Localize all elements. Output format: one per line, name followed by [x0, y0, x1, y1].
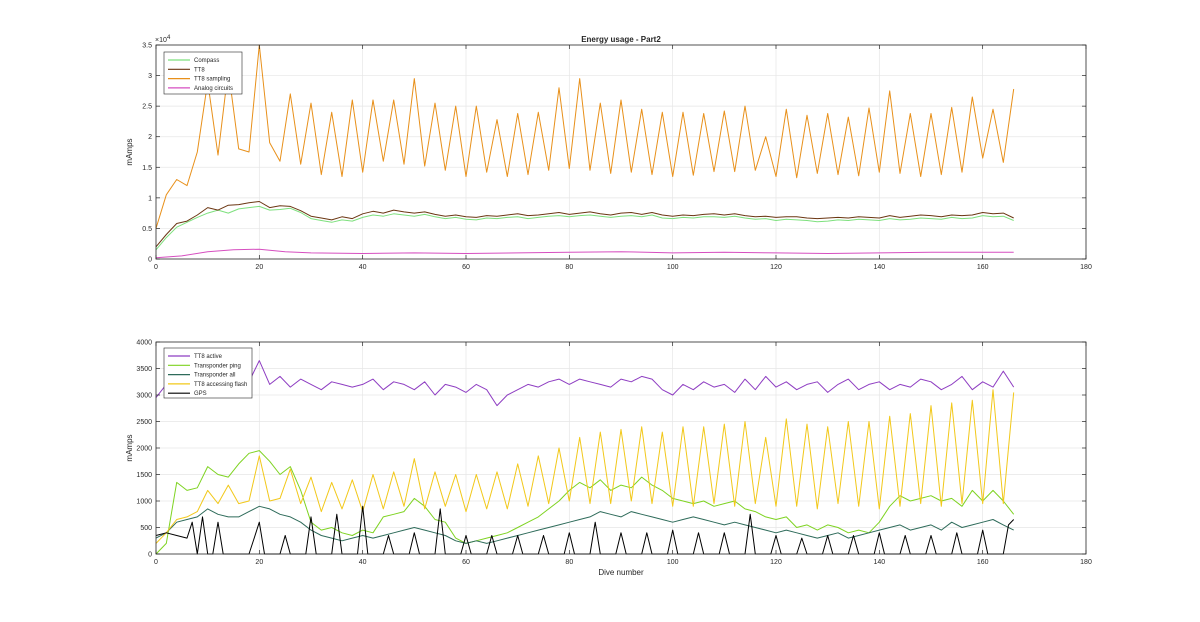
series-line-tt8-sampling	[155, 44, 1015, 229]
legend-label: TT8	[194, 67, 205, 73]
x-tick-label: 20	[255, 264, 263, 271]
x-tick-label: 80	[565, 559, 573, 566]
legend-label: TT8 sampling	[194, 77, 230, 83]
legend-label: Analog circuits	[194, 86, 233, 92]
legend-box	[163, 51, 243, 95]
x-tick-label: 120	[770, 559, 782, 566]
legend: TT8 active Transponder ping Transponder al…	[163, 347, 253, 399]
x-tick-label: 140	[873, 559, 885, 566]
x-tick-label: 160	[977, 264, 989, 271]
x-tick-label: 20	[255, 559, 263, 566]
y-tick-label: 3.5	[142, 43, 152, 50]
legend-label: TT8 accessing flash	[194, 382, 247, 388]
x-tick-label: 60	[462, 559, 470, 566]
y-tick-label: 3500	[136, 366, 152, 373]
y-tick-label: 1000	[136, 499, 152, 506]
y-exponent-power: 4	[167, 35, 171, 41]
axes-box	[155, 44, 1087, 260]
chart-2: 0 20 40 60 80 100 120 140 160 180 0 500 1000 1500 2000…	[125, 340, 1092, 578]
chart-1: 0 20 40 60 80 100 120 140 160 180 0 0.5 1 1.5 2 2.5 3 3.5…	[125, 35, 1092, 271]
x-tick-label: 180	[1080, 559, 1092, 566]
legend-label: TT8 active	[194, 354, 223, 360]
y-tick-label: 1500	[136, 472, 152, 479]
legend-label: Compass	[194, 58, 219, 64]
legend-label: Transponder all	[194, 373, 235, 379]
x-tick-label: 140	[873, 264, 885, 271]
x-axis-label: Dive number	[598, 568, 644, 577]
y-exponent-label: ×10	[155, 37, 167, 44]
legend-label: Transponder ping	[194, 363, 241, 369]
plot-area	[156, 45, 1086, 259]
x-tick-label: 120	[770, 264, 782, 271]
x-tick-label: 40	[359, 264, 367, 271]
x-tick-label: 80	[565, 264, 573, 271]
legend: Compass TT8 TT8 sampling Analog circuits	[163, 51, 243, 95]
x-tick-label: 40	[359, 559, 367, 566]
x-tick-label: 160	[977, 559, 989, 566]
x-tick-label: 60	[462, 264, 470, 271]
y-axis-label: mAmps	[125, 434, 134, 461]
y-tick-label: 2000	[136, 446, 152, 453]
y-tick-label: 0.5	[142, 226, 152, 233]
y-tick-label: 3	[148, 73, 152, 80]
y-tick-label: 1.5	[142, 165, 152, 172]
series-line-transponder-all	[155, 505, 1014, 544]
series-line-compass	[155, 205, 1014, 251]
series-line-analog-circuits	[155, 248, 1014, 259]
y-tick-label: 1	[148, 195, 152, 202]
legend-box	[163, 347, 253, 399]
series-line-tt8-active	[155, 360, 1015, 407]
series-line-transponder-ping	[155, 450, 1015, 555]
y-tick-label: 4000	[136, 340, 152, 347]
x-tick-label: 100	[667, 559, 679, 566]
y-tick-label: 2	[148, 134, 152, 141]
x-tick-label: 100	[667, 264, 679, 271]
x-tick-label: 0	[154, 264, 158, 271]
series-line-tt8-accessing-flash	[155, 389, 1015, 544]
y-tick-label: 500	[140, 525, 152, 532]
y-axis-label: mAmps	[125, 138, 134, 165]
series-line-tt8	[155, 201, 1014, 248]
y-tick-label: 3000	[136, 393, 152, 400]
chart-title: Energy usage - Part2	[581, 35, 661, 44]
x-tick-label: 0	[154, 559, 158, 566]
x-tick-label: 180	[1080, 264, 1092, 271]
y-tick-label: 2500	[136, 419, 152, 426]
legend-label: GPS	[194, 391, 207, 397]
y-tick-label: 0	[148, 257, 152, 264]
y-tick-label: 0	[148, 552, 152, 559]
y-tick-label: 2.5	[142, 104, 152, 111]
